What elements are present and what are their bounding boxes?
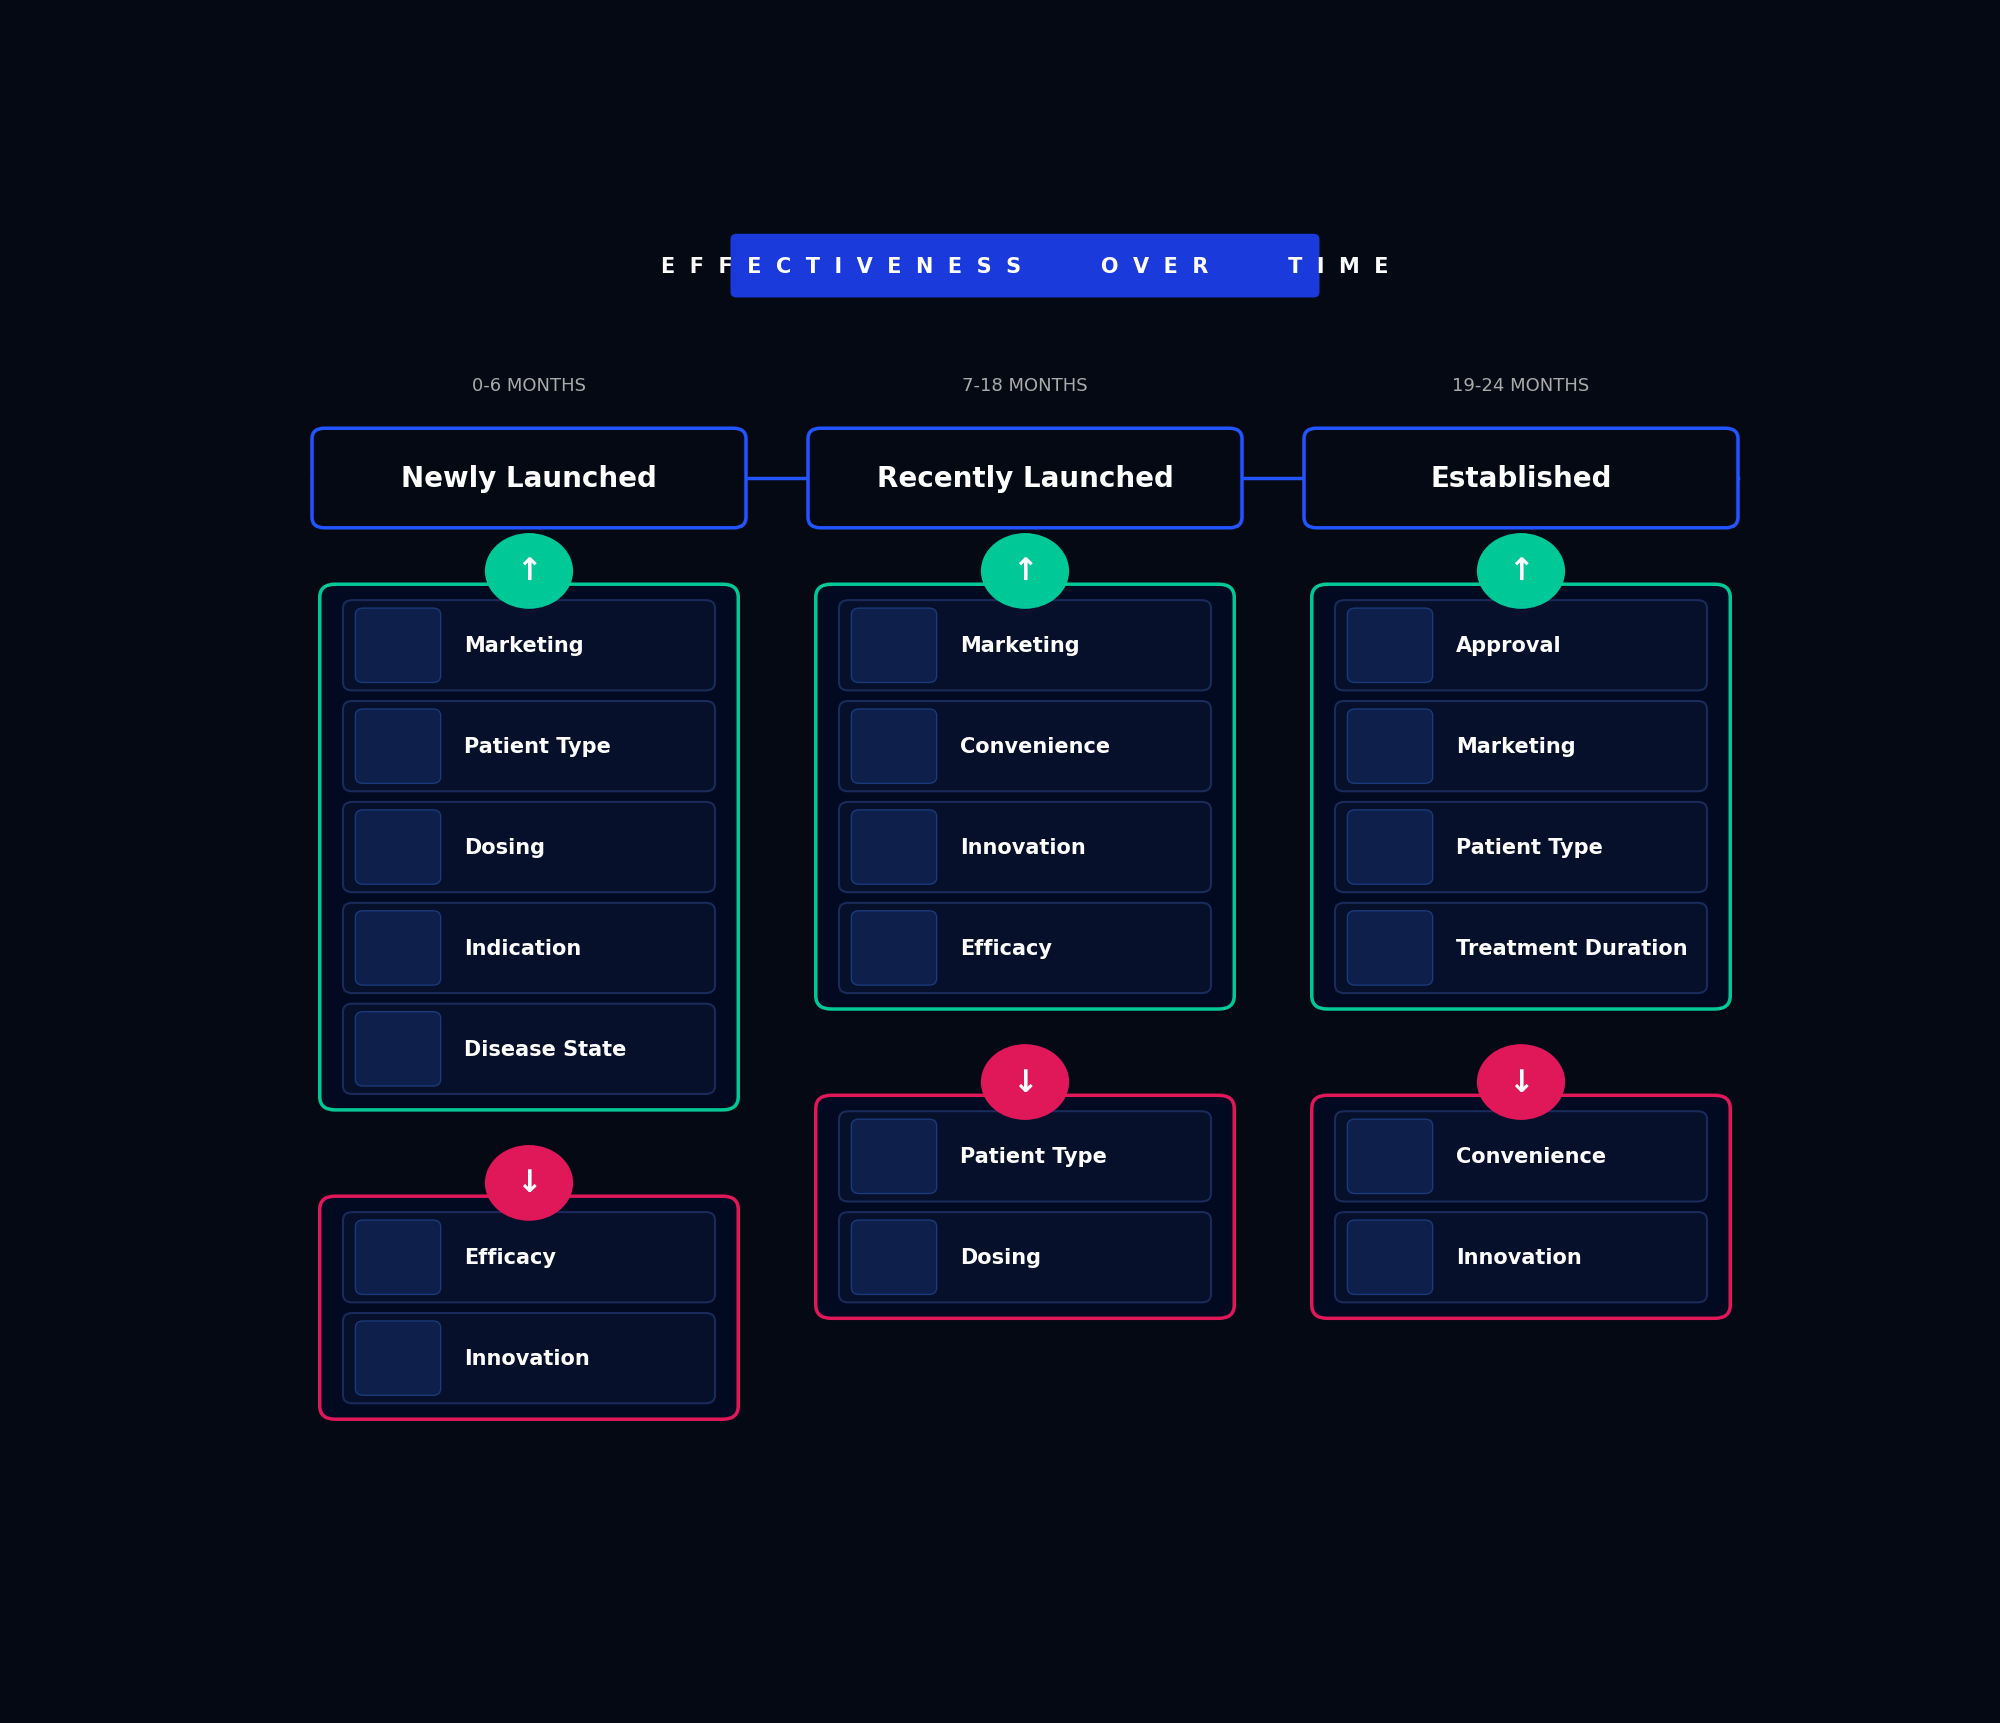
FancyBboxPatch shape [1348,1120,1432,1194]
Circle shape [486,534,572,608]
Text: Marketing: Marketing [960,636,1080,656]
FancyBboxPatch shape [356,1011,440,1087]
FancyBboxPatch shape [816,1096,1234,1318]
Text: Innovation: Innovation [960,837,1086,858]
Text: Efficacy: Efficacy [960,939,1052,958]
Text: Convenience: Convenience [1456,1148,1606,1166]
FancyBboxPatch shape [1336,701,1708,793]
FancyBboxPatch shape [1336,903,1708,994]
FancyBboxPatch shape [344,601,716,691]
FancyBboxPatch shape [852,810,936,884]
FancyBboxPatch shape [344,1313,716,1404]
FancyBboxPatch shape [1348,1220,1432,1294]
Circle shape [1478,1046,1564,1120]
FancyBboxPatch shape [840,601,1212,691]
FancyBboxPatch shape [312,429,746,529]
Text: Established: Established [1430,465,1612,493]
FancyBboxPatch shape [1348,710,1432,784]
Text: ↓: ↓ [1012,1068,1038,1098]
Text: E  F  F  E  C  T  I  V  E  N  E  S  S           O  V  E  R           T  I  M  E: E F F E C T I V E N E S S O V E R T I M … [662,257,1388,276]
Text: 0-6 MONTHS: 0-6 MONTHS [472,377,586,395]
FancyBboxPatch shape [1312,584,1730,1010]
FancyBboxPatch shape [840,903,1212,994]
Text: Patient Type: Patient Type [960,1148,1106,1166]
FancyBboxPatch shape [356,608,440,682]
Text: Marketing: Marketing [464,636,584,656]
FancyBboxPatch shape [344,1213,716,1303]
FancyBboxPatch shape [320,584,738,1110]
FancyBboxPatch shape [1336,1213,1708,1303]
Text: 7-18 MONTHS: 7-18 MONTHS [962,377,1088,395]
FancyBboxPatch shape [840,1213,1212,1303]
FancyBboxPatch shape [1336,1111,1708,1203]
Text: Approval: Approval [1456,636,1562,656]
Text: Dosing: Dosing [960,1247,1040,1268]
FancyBboxPatch shape [344,903,716,994]
FancyBboxPatch shape [852,608,936,682]
FancyBboxPatch shape [344,1005,716,1094]
FancyBboxPatch shape [320,1196,738,1420]
Circle shape [982,1046,1068,1120]
FancyBboxPatch shape [840,701,1212,793]
FancyBboxPatch shape [852,710,936,784]
Text: ↑: ↑ [516,557,542,586]
Text: Innovation: Innovation [1456,1247,1582,1268]
FancyBboxPatch shape [852,911,936,986]
FancyBboxPatch shape [356,1322,440,1396]
Text: Indication: Indication [464,939,582,958]
FancyBboxPatch shape [356,810,440,884]
FancyBboxPatch shape [344,803,716,893]
Text: ↓: ↓ [1508,1068,1534,1098]
FancyBboxPatch shape [1336,601,1708,691]
Text: Marketing: Marketing [1456,737,1576,756]
FancyBboxPatch shape [852,1220,936,1294]
Text: Newly Launched: Newly Launched [402,465,656,493]
Text: Patient Type: Patient Type [464,737,610,756]
Circle shape [982,534,1068,608]
Circle shape [1478,534,1564,608]
Text: Efficacy: Efficacy [464,1247,556,1268]
FancyBboxPatch shape [344,701,716,793]
FancyBboxPatch shape [356,1220,440,1294]
FancyBboxPatch shape [1336,803,1708,893]
Text: ↑: ↑ [1012,557,1038,586]
FancyBboxPatch shape [1304,429,1738,529]
FancyBboxPatch shape [356,911,440,986]
Text: ↑: ↑ [1508,557,1534,586]
Text: 19-24 MONTHS: 19-24 MONTHS [1452,377,1590,395]
FancyBboxPatch shape [356,710,440,784]
FancyBboxPatch shape [852,1120,936,1194]
Text: Recently Launched: Recently Launched [876,465,1174,493]
FancyBboxPatch shape [816,584,1234,1010]
Circle shape [486,1146,572,1220]
Text: Patient Type: Patient Type [1456,837,1602,858]
Text: Disease State: Disease State [464,1039,626,1060]
Text: Dosing: Dosing [464,837,544,858]
Text: ↓: ↓ [516,1168,542,1197]
FancyBboxPatch shape [1312,1096,1730,1318]
FancyBboxPatch shape [840,1111,1212,1203]
FancyBboxPatch shape [730,234,1320,298]
FancyBboxPatch shape [840,803,1212,893]
FancyBboxPatch shape [808,429,1242,529]
Text: Innovation: Innovation [464,1349,590,1368]
FancyBboxPatch shape [1348,911,1432,986]
Text: Convenience: Convenience [960,737,1110,756]
Text: Treatment Duration: Treatment Duration [1456,939,1688,958]
FancyBboxPatch shape [1348,608,1432,682]
FancyBboxPatch shape [1348,810,1432,884]
